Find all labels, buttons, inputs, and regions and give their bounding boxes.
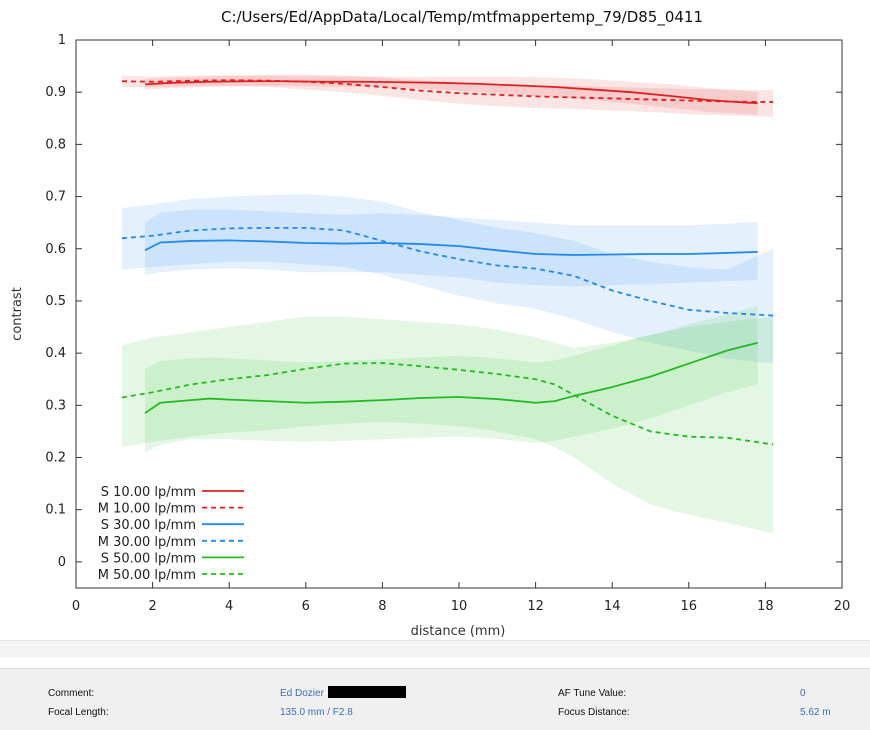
mtf-chart: C:/Users/Ed/AppData/Local/Temp/mtfmapper… bbox=[10, 8, 850, 639]
y-tick-label: 0.3 bbox=[45, 398, 66, 413]
x-tick-label: 20 bbox=[834, 599, 851, 614]
focus-distance-value: 5.62 m bbox=[800, 707, 831, 718]
focus-distance-label: Focus Distance: bbox=[558, 707, 630, 718]
y-tick-label: 0.2 bbox=[45, 451, 66, 466]
y-tick-label: 0.8 bbox=[45, 137, 66, 152]
x-tick-label: 0 bbox=[72, 599, 80, 614]
series-line-1 bbox=[144, 80, 758, 105]
x-tick-label: 16 bbox=[681, 599, 698, 614]
y-tick-label: 0.9 bbox=[45, 85, 66, 100]
y-tick-label: 0.7 bbox=[45, 190, 66, 205]
confidence-bands bbox=[121, 74, 774, 534]
y-tick-label: 0 bbox=[58, 555, 66, 570]
series-line-4 bbox=[121, 226, 774, 317]
legend-label: S 30.00 lp/mm bbox=[101, 518, 196, 533]
footer-divider bbox=[0, 640, 870, 657]
legend-label: M 30.00 lp/mm bbox=[98, 535, 196, 550]
focal-length-value: 135.0 mm / F2.8 bbox=[280, 707, 353, 718]
y-tick-label: 0.5 bbox=[45, 294, 66, 309]
plot-frame bbox=[75, 39, 843, 589]
x-axis-label: distance (mm) bbox=[411, 624, 506, 639]
legend-label: M 10.00 lp/mm bbox=[98, 502, 196, 517]
x-tick-label: 4 bbox=[225, 599, 233, 614]
legend: S 10.00 lp/mm M 10.00 lp/mmS 30.00 lp/mm M… bbox=[98, 485, 244, 583]
series-line-6 bbox=[121, 362, 774, 446]
legend-label: M 50.00 lp/mm bbox=[98, 568, 196, 583]
y-axis-label: contrast bbox=[10, 287, 25, 341]
y-tick-label: 0.4 bbox=[45, 346, 66, 361]
series-lines bbox=[121, 79, 774, 446]
x-axis-ticks: 0 2 4 6 8 10 12 14 16 18 20 bbox=[72, 40, 850, 614]
legend-label: S 50.00 lp/mm bbox=[101, 551, 196, 566]
x-tick-label: 18 bbox=[757, 599, 774, 614]
comment-value: Ed Dozier bbox=[280, 688, 324, 699]
chart-title: C:/Users/Ed/AppData/Local/Temp/mtfmapper… bbox=[221, 8, 703, 27]
redaction-bar bbox=[328, 686, 406, 698]
comment-label: Comment: bbox=[48, 688, 95, 699]
series-line-3 bbox=[144, 239, 758, 256]
x-tick-label: 14 bbox=[604, 599, 621, 614]
series-line-5 bbox=[144, 341, 758, 414]
af-tune-label: AF Tune Value: bbox=[558, 688, 627, 699]
y-tick-label: 0.6 bbox=[45, 242, 66, 257]
confidence-band-3 bbox=[144, 209, 758, 287]
y-tick-label: 1 bbox=[58, 33, 66, 48]
legend-label: S 10.00 lp/mm bbox=[101, 485, 196, 500]
confidence-band-5 bbox=[144, 306, 758, 453]
confidence-band-2 bbox=[121, 74, 774, 117]
x-tick-label: 10 bbox=[451, 599, 468, 614]
series-line-2 bbox=[121, 79, 774, 104]
confidence-band-4 bbox=[121, 193, 774, 364]
x-tick-label: 8 bbox=[378, 599, 386, 614]
af-tune-value: 0 bbox=[800, 688, 806, 699]
confidence-band-1 bbox=[144, 76, 758, 115]
x-tick-label: 6 bbox=[302, 599, 310, 614]
y-tick-label: 0.1 bbox=[45, 503, 66, 518]
y-axis-ticks: 0 0.1 0.2 0.3 0.4 0.5 0.6 0.7 0.8 0.9 1 bbox=[45, 33, 842, 570]
focal-length-label: Focal Length: bbox=[48, 707, 109, 718]
x-tick-label: 2 bbox=[148, 599, 156, 614]
x-tick-label: 12 bbox=[527, 599, 544, 614]
confidence-band-6 bbox=[121, 316, 774, 534]
exif-footer: Comment: Ed Dozier Focal Length: 135.0 m… bbox=[0, 668, 870, 730]
